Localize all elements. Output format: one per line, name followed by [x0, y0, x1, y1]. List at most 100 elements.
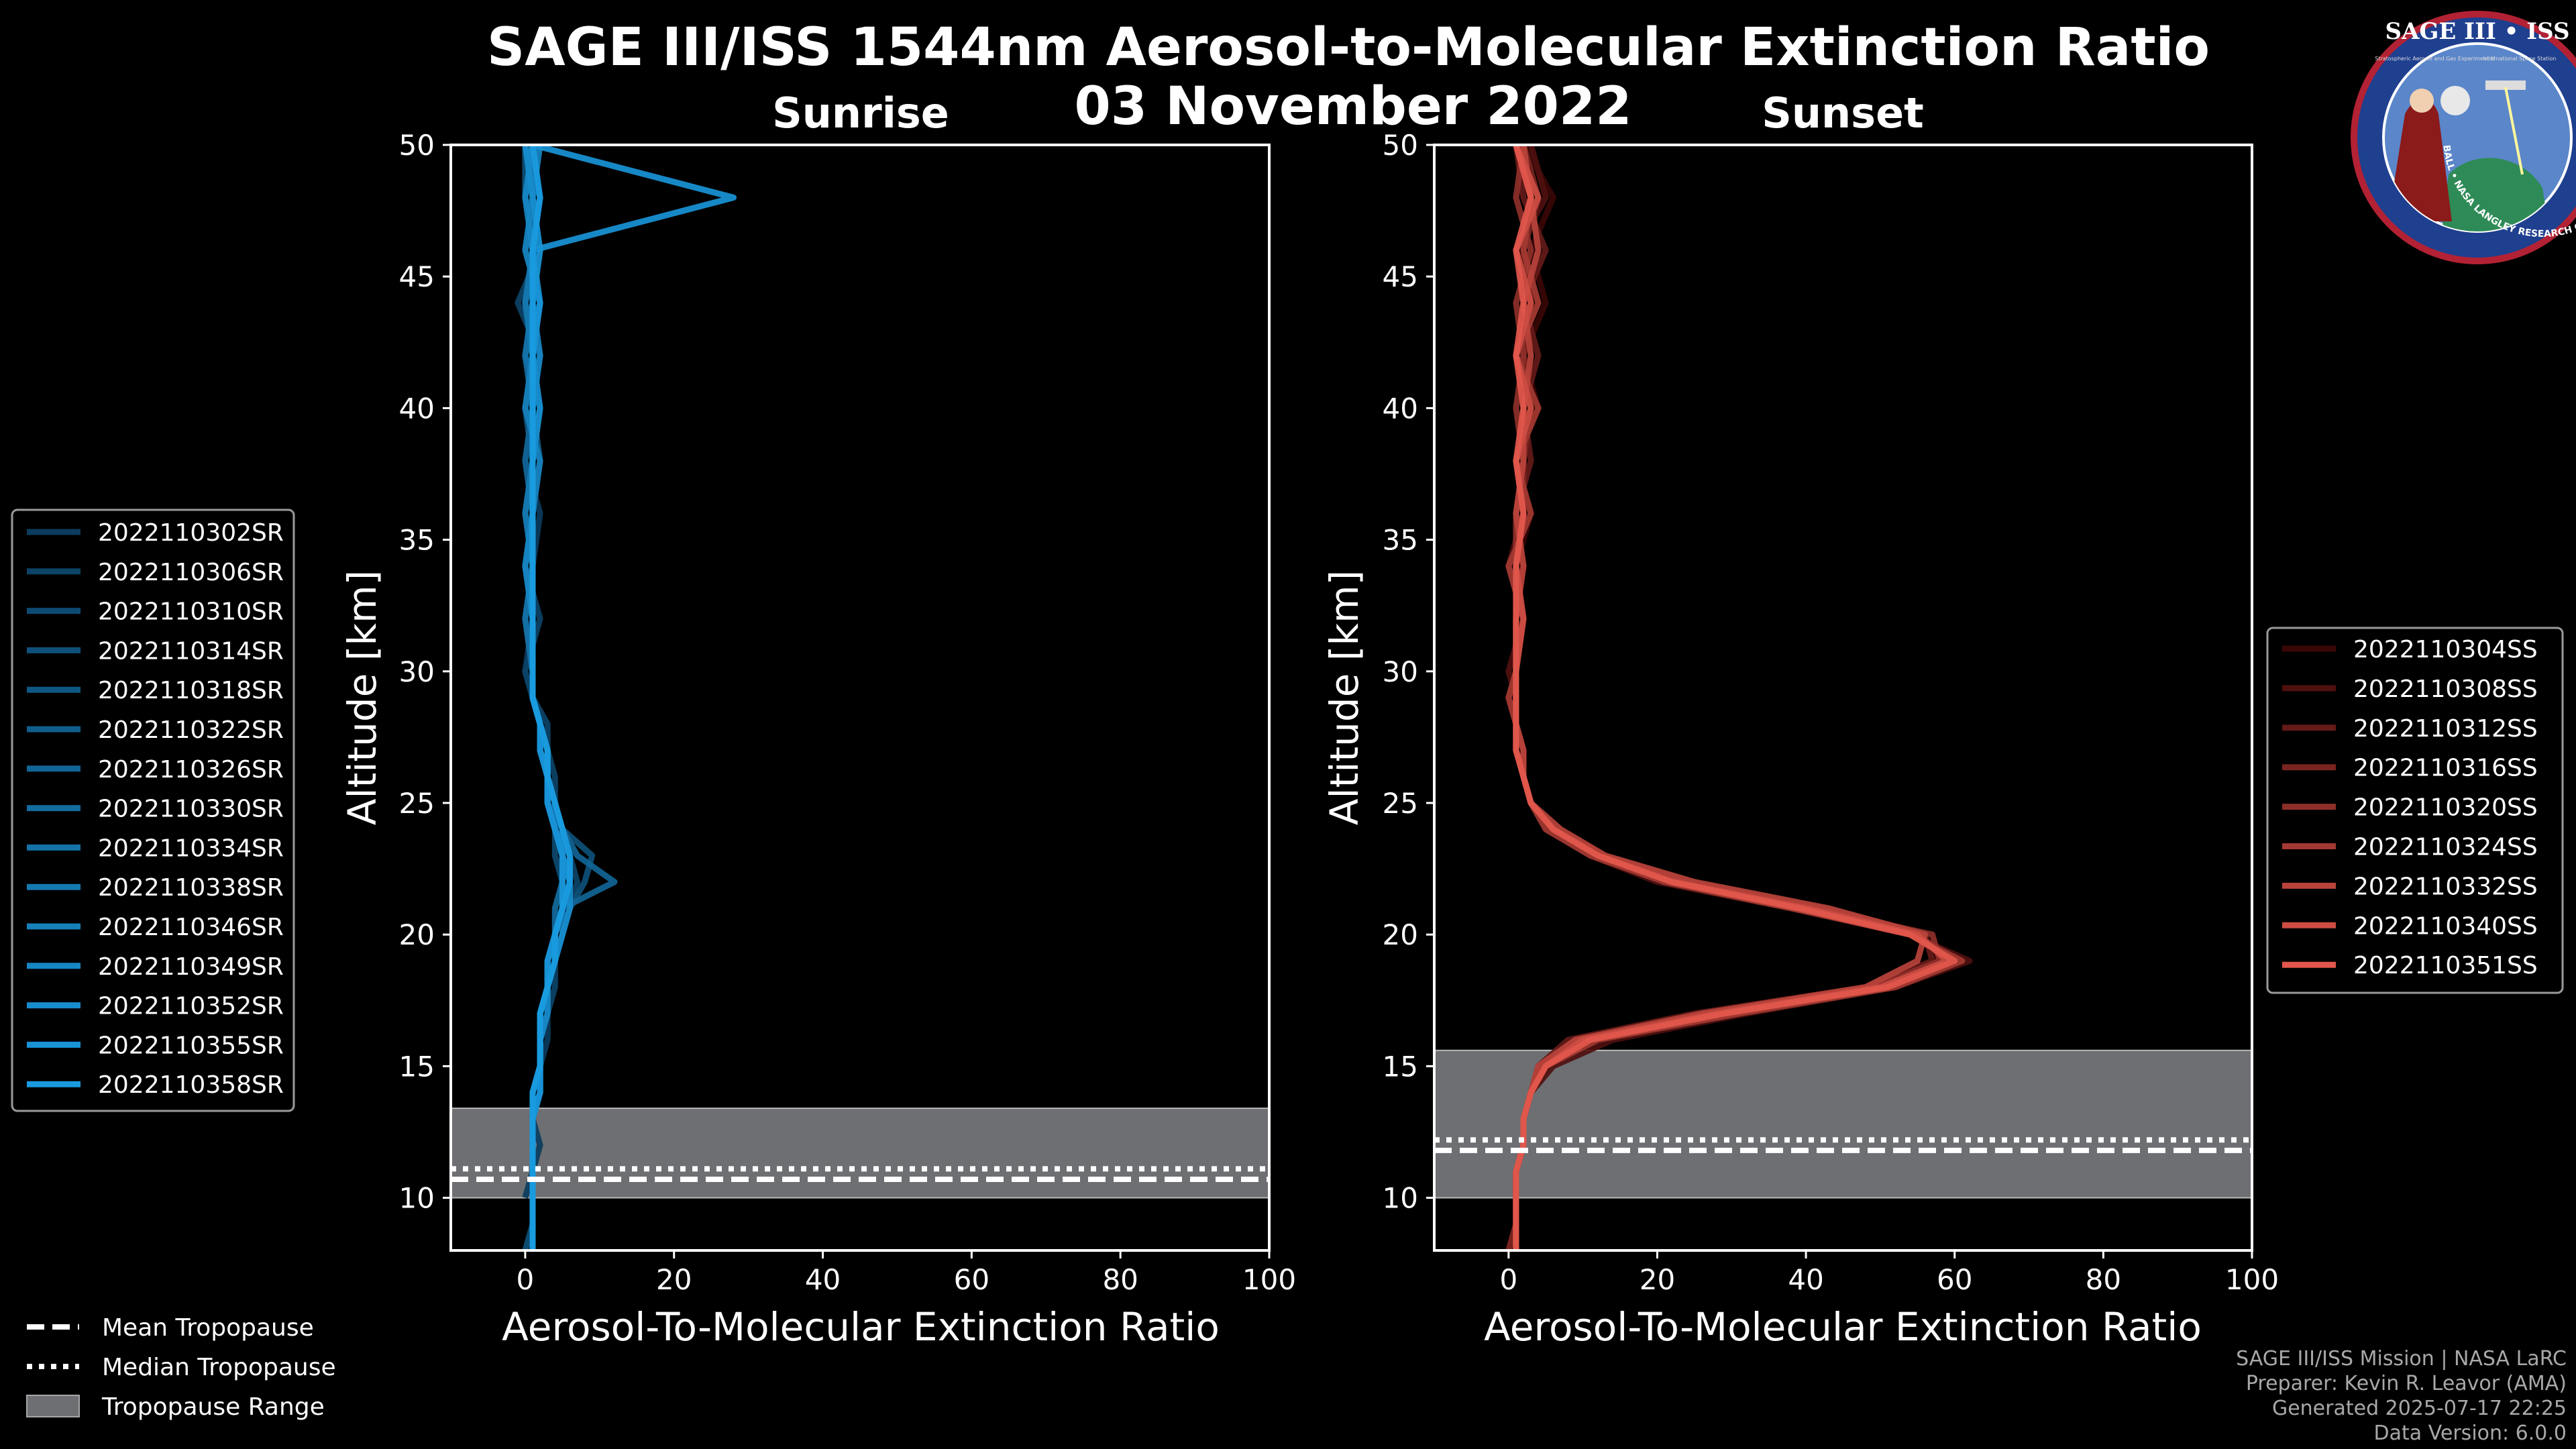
sunrise-y-tick-label: 15	[399, 1050, 435, 1083]
sunset-y-tick-label: 35	[1383, 524, 1418, 557]
sunset-legend-items: 2022110304SS 2022110308SS 2022110312SS 2022…	[2282, 636, 2538, 979]
credit-generated: Generated 2025-07-17 22:25	[2272, 1397, 2567, 1420]
credit-preparer: Preparer: Kevin R. Leavor (AMA)	[2246, 1372, 2567, 1395]
figure-title: SAGE III/ISS 1544nm Aerosol-to-Molecular…	[487, 17, 2210, 78]
moon-icon	[2440, 86, 2470, 115]
sunrise-y-tick-label: 40	[399, 392, 435, 425]
sunrise-legend-label-2022110302SR: 2022110302SR	[98, 519, 284, 547]
sunset-tropopause-range	[1434, 1049, 2252, 1199]
sunset-x-tick-label: 20	[1640, 1263, 1675, 1296]
sunrise-x-tick-label: 100	[1242, 1263, 1296, 1296]
sunset-y-tick-label: 30	[1383, 655, 1418, 688]
sunrise-tropopause-range-layer	[451, 1108, 1269, 1199]
sunset-y-tick-label: 10	[1383, 1182, 1418, 1215]
sunrise-y-tick-label: 45	[399, 260, 435, 293]
sunrise-legend-label-2022110338SR: 2022110338SR	[98, 874, 284, 902]
sunset-tropopause-layer	[1434, 1137, 2252, 1153]
sunset-x-tick-label: 40	[1788, 1263, 1823, 1296]
sunset-y-tick-label: 45	[1383, 260, 1418, 293]
sunset-y-axis-label: Altitude [km]	[1322, 570, 1367, 825]
sunrise-plot-frame	[449, 144, 1271, 1252]
sunrise-legend-label-2022110349SR: 2022110349SR	[98, 953, 284, 981]
sunrise-tropopause-range	[451, 1108, 1269, 1199]
sunrise-profile-2022110358SR	[529, 145, 573, 1250]
sunrise-x-tick-label: 80	[1102, 1263, 1138, 1296]
legend-range-label: Tropopause Range	[101, 1393, 325, 1421]
earth-continent-icon	[2442, 158, 2549, 231]
sunset-title: Sunset	[1762, 89, 1924, 138]
logo-small-right: International Space Station	[2483, 56, 2557, 62]
sunset-x-axis-label: Aerosol-To-Molecular Extinction Ratio	[1484, 1304, 2202, 1350]
sunset-x-tick-label: 100	[2225, 1263, 2279, 1296]
sunset-x-tick-label: 60	[1937, 1263, 1972, 1296]
sunset-legend: 2022110304SS 2022110308SS 2022110312SS 2022…	[2266, 627, 2564, 994]
sunset-plot-frame	[1433, 144, 2253, 1252]
sunset-y-tick-label: 15	[1383, 1050, 1418, 1083]
sunrise-x-axis-label: Aerosol-To-Molecular Extinction Ratio	[502, 1304, 1220, 1350]
sunrise-legend-label-2022110334SR: 2022110334SR	[98, 835, 284, 862]
sunrise-legend: 2022110302SR 2022110306SR 2022110310SR 2022…	[11, 508, 295, 1112]
sunrise-y-tick-label: 25	[399, 787, 435, 820]
credit-version: Data Version: 6.0.0	[2374, 1421, 2567, 1445]
sunrise-y-tick-label: 10	[399, 1182, 435, 1215]
sunrise-legend-label-2022110352SR: 2022110352SR	[98, 993, 284, 1020]
sunrise-plot-area	[451, 145, 1269, 1250]
sunset-legend-label-2022110304SS: 2022110304SS	[2353, 636, 2538, 663]
sunset-x-tick-label: 0	[1499, 1263, 1517, 1296]
astronomer-head-icon	[2410, 89, 2434, 113]
sunset-legend-label-2022110324SS: 2022110324SS	[2353, 834, 2538, 861]
logo-small-left: Stratospheric Aerosol and Gas Experiment…	[2375, 56, 2495, 62]
sunrise-y-tick-label: 50	[399, 129, 435, 162]
logo-name: SAGE III • ISS	[2385, 18, 2569, 45]
sunset-x-tick-label: 80	[2086, 1263, 2121, 1296]
sunbeam-icon	[2504, 87, 2524, 175]
sunset-legend-label-2022110332SS: 2022110332SS	[2353, 873, 2538, 900]
sunrise-x-tick-label: 20	[656, 1263, 692, 1296]
sunrise-profiles-layer	[515, 145, 737, 1250]
sunset-axes: 0 20 40 60 80 100 10 15 20 25 30 35 40 45 50	[1383, 129, 2279, 1296]
sunrise-legend-label-2022110314SR: 2022110314SR	[98, 637, 284, 665]
mission-logo: SAGE III • ISS Stratospheric Aerosol and…	[2351, 11, 2576, 264]
iss-station-icon	[2485, 80, 2526, 90]
sunset-tropopause-range-layer	[1434, 1049, 2252, 1199]
sunrise-tropopause-layer	[451, 1166, 1269, 1183]
sunrise-legend-label-2022110330SR: 2022110330SR	[98, 796, 284, 823]
sunset-legend-label-2022110320SS: 2022110320SS	[2353, 794, 2538, 822]
sunrise-panel: 0 20 40 60 80 100 10 15 20 25 30 35 40 45 50 Altitude …	[339, 129, 1296, 1350]
sunset-profiles-layer	[1505, 145, 1973, 1250]
sunrise-y-axis-label: Altitude [km]	[339, 570, 385, 825]
sunrise-legend-label-2022110318SR: 2022110318SR	[98, 677, 284, 704]
sunset-y-tick-label: 50	[1383, 129, 1418, 162]
sunset-y-tick-label: 40	[1383, 392, 1418, 425]
sunrise-title: Sunrise	[772, 89, 949, 138]
sunset-legend-label-2022110312SS: 2022110312SS	[2353, 715, 2538, 743]
sunrise-x-tick-label: 60	[954, 1263, 989, 1296]
sunrise-legend-label-2022110326SR: 2022110326SR	[98, 756, 284, 784]
sunrise-legend-label-2022110310SR: 2022110310SR	[98, 598, 284, 626]
sunrise-legend-label-2022110322SR: 2022110322SR	[98, 716, 284, 744]
tropopause-legend: Mean Tropopause Median Tropopause Tropop…	[26, 1314, 336, 1421]
sunrise-y-tick-label: 35	[399, 524, 435, 557]
sunset-y-tick-label: 20	[1383, 918, 1418, 951]
sunrise-legend-frame	[11, 508, 295, 1112]
sunset-y-tick-label: 25	[1383, 787, 1418, 820]
legend-median-label: Median Tropopause	[102, 1354, 336, 1381]
sunrise-y-tick-label: 20	[399, 918, 435, 951]
sunset-legend-label-2022110340SS: 2022110340SS	[2353, 912, 2538, 940]
legend-mean-label: Mean Tropopause	[102, 1314, 314, 1342]
sunset-profile-2022110351SS	[1513, 145, 1958, 1250]
legend-range-swatch	[26, 1395, 80, 1417]
sunrise-legend-label-2022110355SR: 2022110355SR	[98, 1032, 284, 1059]
sunrise-y-tick-label: 30	[399, 655, 435, 688]
sunrise-legend-label-2022110346SR: 2022110346SR	[98, 914, 284, 941]
credit-mission: SAGE III/ISS Mission | NASA LaRC	[2236, 1347, 2567, 1371]
sunset-legend-frame	[2266, 627, 2564, 994]
sunset-legend-label-2022110316SS: 2022110316SS	[2353, 755, 2538, 782]
sunrise-legend-items: 2022110302SR 2022110306SR 2022110310SR 2022…	[27, 519, 284, 1099]
sunrise-legend-label-2022110306SR: 2022110306SR	[98, 559, 284, 586]
sunrise-x-tick-label: 40	[805, 1263, 841, 1296]
sunrise-x-tick-label: 0	[517, 1263, 535, 1296]
sunset-legend-label-2022110308SS: 2022110308SS	[2353, 676, 2538, 703]
credits: SAGE III/ISS Mission | NASA LaRC Prepare…	[2236, 1347, 2567, 1445]
